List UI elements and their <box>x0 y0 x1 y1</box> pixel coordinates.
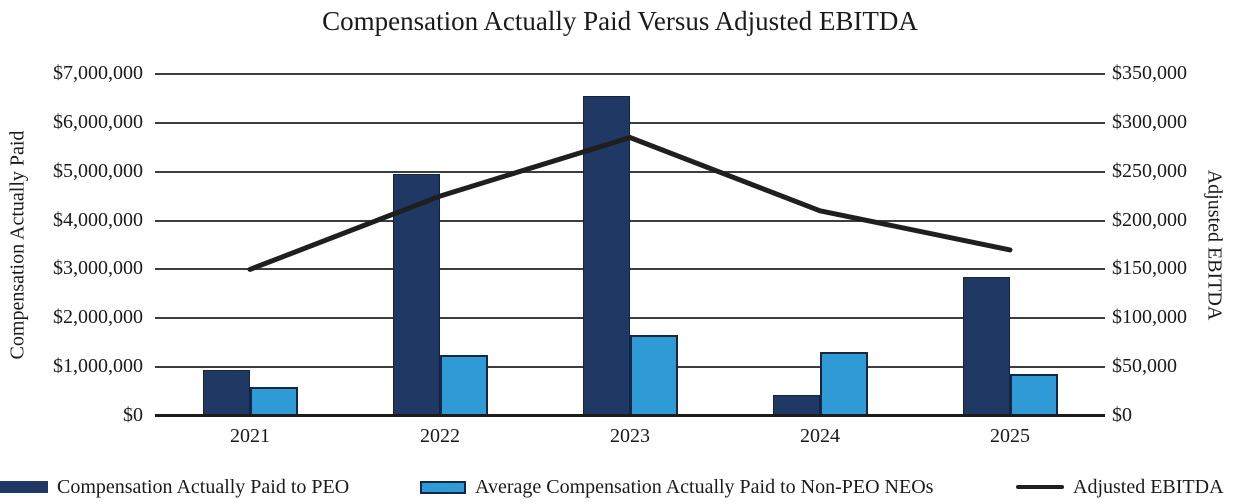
x-axis-label: 2022 <box>420 425 460 447</box>
legend-label: Average Compensation Actually Paid to No… <box>475 475 934 498</box>
chart-title: Compensation Actually Paid Versus Adjust… <box>322 6 918 36</box>
bar-peo-2025 <box>962 277 1010 416</box>
x-axis-line <box>155 414 1105 417</box>
x-axis-label: 2021 <box>230 425 270 447</box>
gridline <box>155 220 1105 222</box>
left-tick-label: $5,000,000 <box>53 160 143 182</box>
x-axis-label: 2023 <box>610 425 650 447</box>
right-tick-label: $200,000 <box>1112 209 1187 231</box>
legend-swatch-peo <box>0 481 48 493</box>
right-axis-title: Adjusted EBITDA <box>1203 169 1226 321</box>
ebitda-line-layer <box>247 135 1013 272</box>
x-axis-label: 2025 <box>990 425 1030 447</box>
ebitda-line <box>247 135 1013 272</box>
legend-item: Adjusted EBITDA <box>1016 476 1224 498</box>
right-tick-label: $150,000 <box>1112 257 1187 279</box>
left-tick-label: $6,000,000 <box>53 111 143 133</box>
bar-neo-2024 <box>820 352 868 416</box>
right-tick-label: $300,000 <box>1112 111 1187 133</box>
left-tick-label: $3,000,000 <box>53 257 143 279</box>
gridline <box>155 317 1105 319</box>
legend-swatch-line <box>1016 485 1064 489</box>
bar-neo-2023 <box>630 335 678 416</box>
left-tick-label: $2,000,000 <box>53 306 143 328</box>
right-tick-label: $100,000 <box>1112 306 1187 328</box>
bar-neo-2025 <box>1010 374 1058 416</box>
gridline <box>155 122 1105 124</box>
legend-swatch-neo <box>420 480 466 494</box>
right-tick-label: $250,000 <box>1112 160 1187 182</box>
left-tick-label: $0 <box>123 404 143 426</box>
legend-item: Compensation Actually Paid to PEO <box>0 476 349 498</box>
plot-area <box>155 73 1105 417</box>
bar-peo-2021 <box>202 370 250 416</box>
legend-label: Compensation Actually Paid to PEO <box>57 475 350 498</box>
right-tick-label: $50,000 <box>1112 355 1177 377</box>
gridline <box>155 171 1105 173</box>
legend-item: Average Compensation Actually Paid to No… <box>420 476 933 498</box>
left-tick-label: $7,000,000 <box>53 62 143 84</box>
right-tick-label: $350,000 <box>1112 62 1187 84</box>
right-tick-label: $0 <box>1112 404 1132 426</box>
left-axis-title: Compensation Actually Paid <box>6 130 29 360</box>
bar-peo-2022 <box>392 174 440 416</box>
x-axis-label: 2024 <box>800 425 840 447</box>
gridline <box>155 268 1105 270</box>
gridline <box>155 73 1105 75</box>
legend-label: Adjusted EBITDA <box>1073 475 1224 498</box>
left-tick-label: $1,000,000 <box>53 355 143 377</box>
left-tick-label: $4,000,000 <box>53 209 143 231</box>
